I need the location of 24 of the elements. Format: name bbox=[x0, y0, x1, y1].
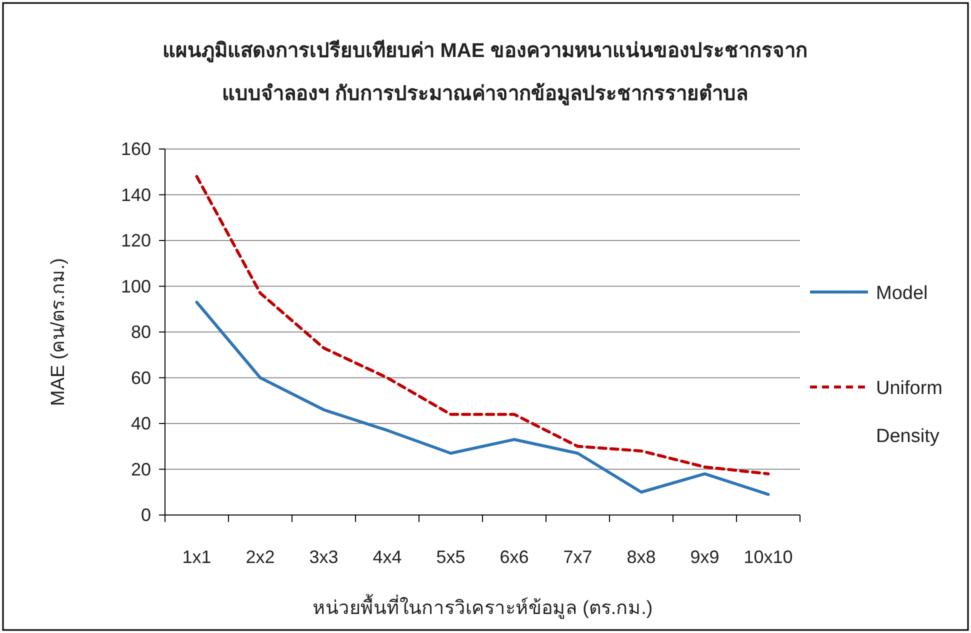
y-tick-label: 120 bbox=[120, 230, 151, 250]
y-axis-title: MAE (คน/ตร.กม.) bbox=[48, 258, 69, 406]
y-tick-label: 100 bbox=[120, 276, 151, 296]
legend-label: Model bbox=[876, 283, 928, 304]
x-tick-label: 4x4 bbox=[372, 547, 402, 567]
y-tick-label: 0 bbox=[140, 505, 151, 525]
y-tick-label: 140 bbox=[120, 184, 151, 205]
x-tick-label: 9x9 bbox=[690, 547, 720, 567]
x-tick-label: 3x3 bbox=[309, 547, 338, 567]
x-tick-label: 7x7 bbox=[563, 547, 592, 567]
x-axis-title: หน่วยพื้นที่ในการวิเคราะห์ข้อมูล (ตร.กม.) bbox=[312, 594, 653, 619]
y-tick-label: 60 bbox=[130, 368, 151, 388]
y-tick-label: 160 bbox=[120, 139, 151, 159]
y-tick-label: 80 bbox=[130, 322, 151, 342]
text: Uniform Density bbox=[876, 378, 943, 447]
x-tick-label: 5x5 bbox=[436, 547, 466, 567]
chart-title: แผนภูมิแสดงการเปรียบเทียบค่า MAE ของความหนาแน่นของประชากรจาก แบบจำลองฯ กับการประมาณค่าจากข้อมูลประชากรรายตำบล bbox=[162, 39, 808, 107]
x-tick-label: 8x8 bbox=[626, 547, 656, 567]
y-tick-label: 40 bbox=[130, 414, 151, 434]
x-tick-label: 6x6 bbox=[500, 547, 529, 567]
x-tick-label: 1x1 bbox=[182, 547, 212, 567]
x-tick-label: 2x2 bbox=[246, 547, 275, 567]
x-tick-label: 10x10 bbox=[744, 547, 793, 567]
y-tick-label: 20 bbox=[130, 459, 151, 480]
